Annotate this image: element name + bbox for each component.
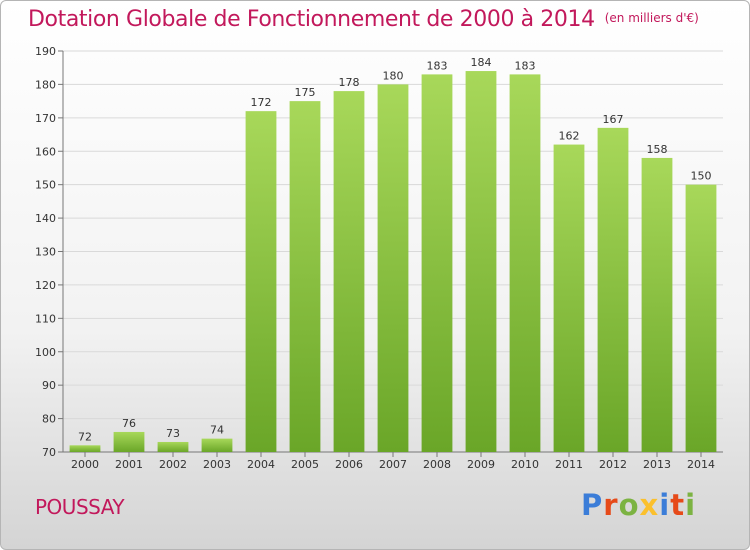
logo-letter: r (603, 488, 619, 522)
x-tick-label-2012: 2012 (599, 458, 627, 471)
y-tick-label: 90 (42, 379, 56, 392)
x-tick-label-2003: 2003 (203, 458, 231, 471)
x-tick-label-2002: 2002 (159, 458, 187, 471)
data-label-2002: 73 (166, 427, 180, 440)
x-tick-label-2006: 2006 (335, 458, 363, 471)
data-labels: 72 76 73 74 172 175 178 180 183 184 183 162 167 158 15… (78, 56, 712, 443)
data-label-2009: 184 (471, 56, 492, 69)
bar-2009 (465, 71, 497, 453)
data-label-2000: 72 (78, 430, 92, 443)
y-tick-labels: 70 80 90 100 110 120 130 140 150 160 170 180 190 (35, 45, 56, 459)
data-label-2005: 175 (295, 86, 316, 99)
logo-letter: o (618, 488, 640, 522)
x-tick-label-2013: 2013 (643, 458, 671, 471)
bar-2008 (421, 74, 453, 453)
data-label-2004: 172 (251, 96, 272, 109)
bar-2011 (553, 144, 585, 453)
bar-2002 (157, 441, 189, 452)
bar-2013 (641, 157, 673, 452)
y-tick-label: 120 (35, 279, 56, 292)
bar-2007 (377, 84, 409, 453)
y-tick-label: 150 (35, 179, 56, 192)
logo-letter: t (670, 488, 686, 522)
data-label-2010: 183 (515, 59, 536, 72)
y-tick-label: 180 (35, 78, 56, 91)
y-tick-label: 100 (35, 346, 56, 359)
x-tick-label-2014: 2014 (687, 458, 715, 471)
chart-title: Dotation Globale de Fonctionnement de 20… (28, 7, 595, 32)
bars (69, 71, 717, 453)
y-tick-label: 110 (35, 312, 56, 325)
data-label-2013: 158 (647, 143, 668, 156)
y-tick-label: 170 (35, 112, 56, 125)
data-label-2006: 178 (339, 76, 360, 89)
bar-2014 (685, 184, 717, 452)
logo-letter: i (659, 488, 671, 522)
x-tick-label-2011: 2011 (555, 458, 583, 471)
bar-2001 (113, 431, 145, 452)
y-tick-label: 190 (35, 45, 56, 58)
x-tick-label-2001: 2001 (115, 458, 143, 471)
y-tick-label: 70 (42, 446, 56, 459)
x-tick-label-2005: 2005 (291, 458, 319, 471)
bar-2000 (69, 445, 101, 452)
commune-name: POUSSAY (35, 495, 125, 519)
proxiti-logo: Proxiti (581, 488, 696, 522)
x-tick-label-2004: 2004 (247, 458, 275, 471)
y-tick-label: 130 (35, 246, 56, 259)
data-label-2014: 150 (691, 170, 712, 183)
bar-2010 (509, 74, 541, 453)
data-label-2008: 183 (427, 59, 448, 72)
chart-unit: (en milliers d'€) (604, 11, 699, 25)
logo-letter: x (639, 488, 660, 522)
bar-2006 (333, 91, 365, 452)
data-label-2007: 180 (383, 69, 404, 82)
bar-2004 (245, 111, 277, 453)
data-label-2001: 76 (122, 417, 136, 430)
x-tick-label-2010: 2010 (511, 458, 539, 471)
y-tick-label: 140 (35, 212, 56, 225)
bar-2012 (597, 127, 629, 452)
y-tick-label: 80 (42, 413, 56, 426)
x-tick-label-2009: 2009 (467, 458, 495, 471)
x-tick-label-2008: 2008 (423, 458, 451, 471)
logo-letter: i (685, 488, 697, 522)
x-tick-labels: 2000 2001 2002 2003 2004 2005 2006 2007 2008 2009… (71, 458, 715, 471)
chart-title-block: Dotation Globale de Fonctionnement de 20… (28, 7, 699, 32)
bar-2003 (201, 438, 233, 452)
data-label-2011: 162 (559, 130, 580, 143)
data-label-2012: 167 (603, 113, 624, 126)
bar-2005 (289, 101, 321, 452)
x-tick-label-2007: 2007 (379, 458, 407, 471)
data-label-2003: 74 (210, 424, 224, 437)
y-tick-label: 160 (35, 145, 56, 158)
logo-letter: P (581, 488, 604, 522)
x-tick-label-2000: 2000 (71, 458, 99, 471)
